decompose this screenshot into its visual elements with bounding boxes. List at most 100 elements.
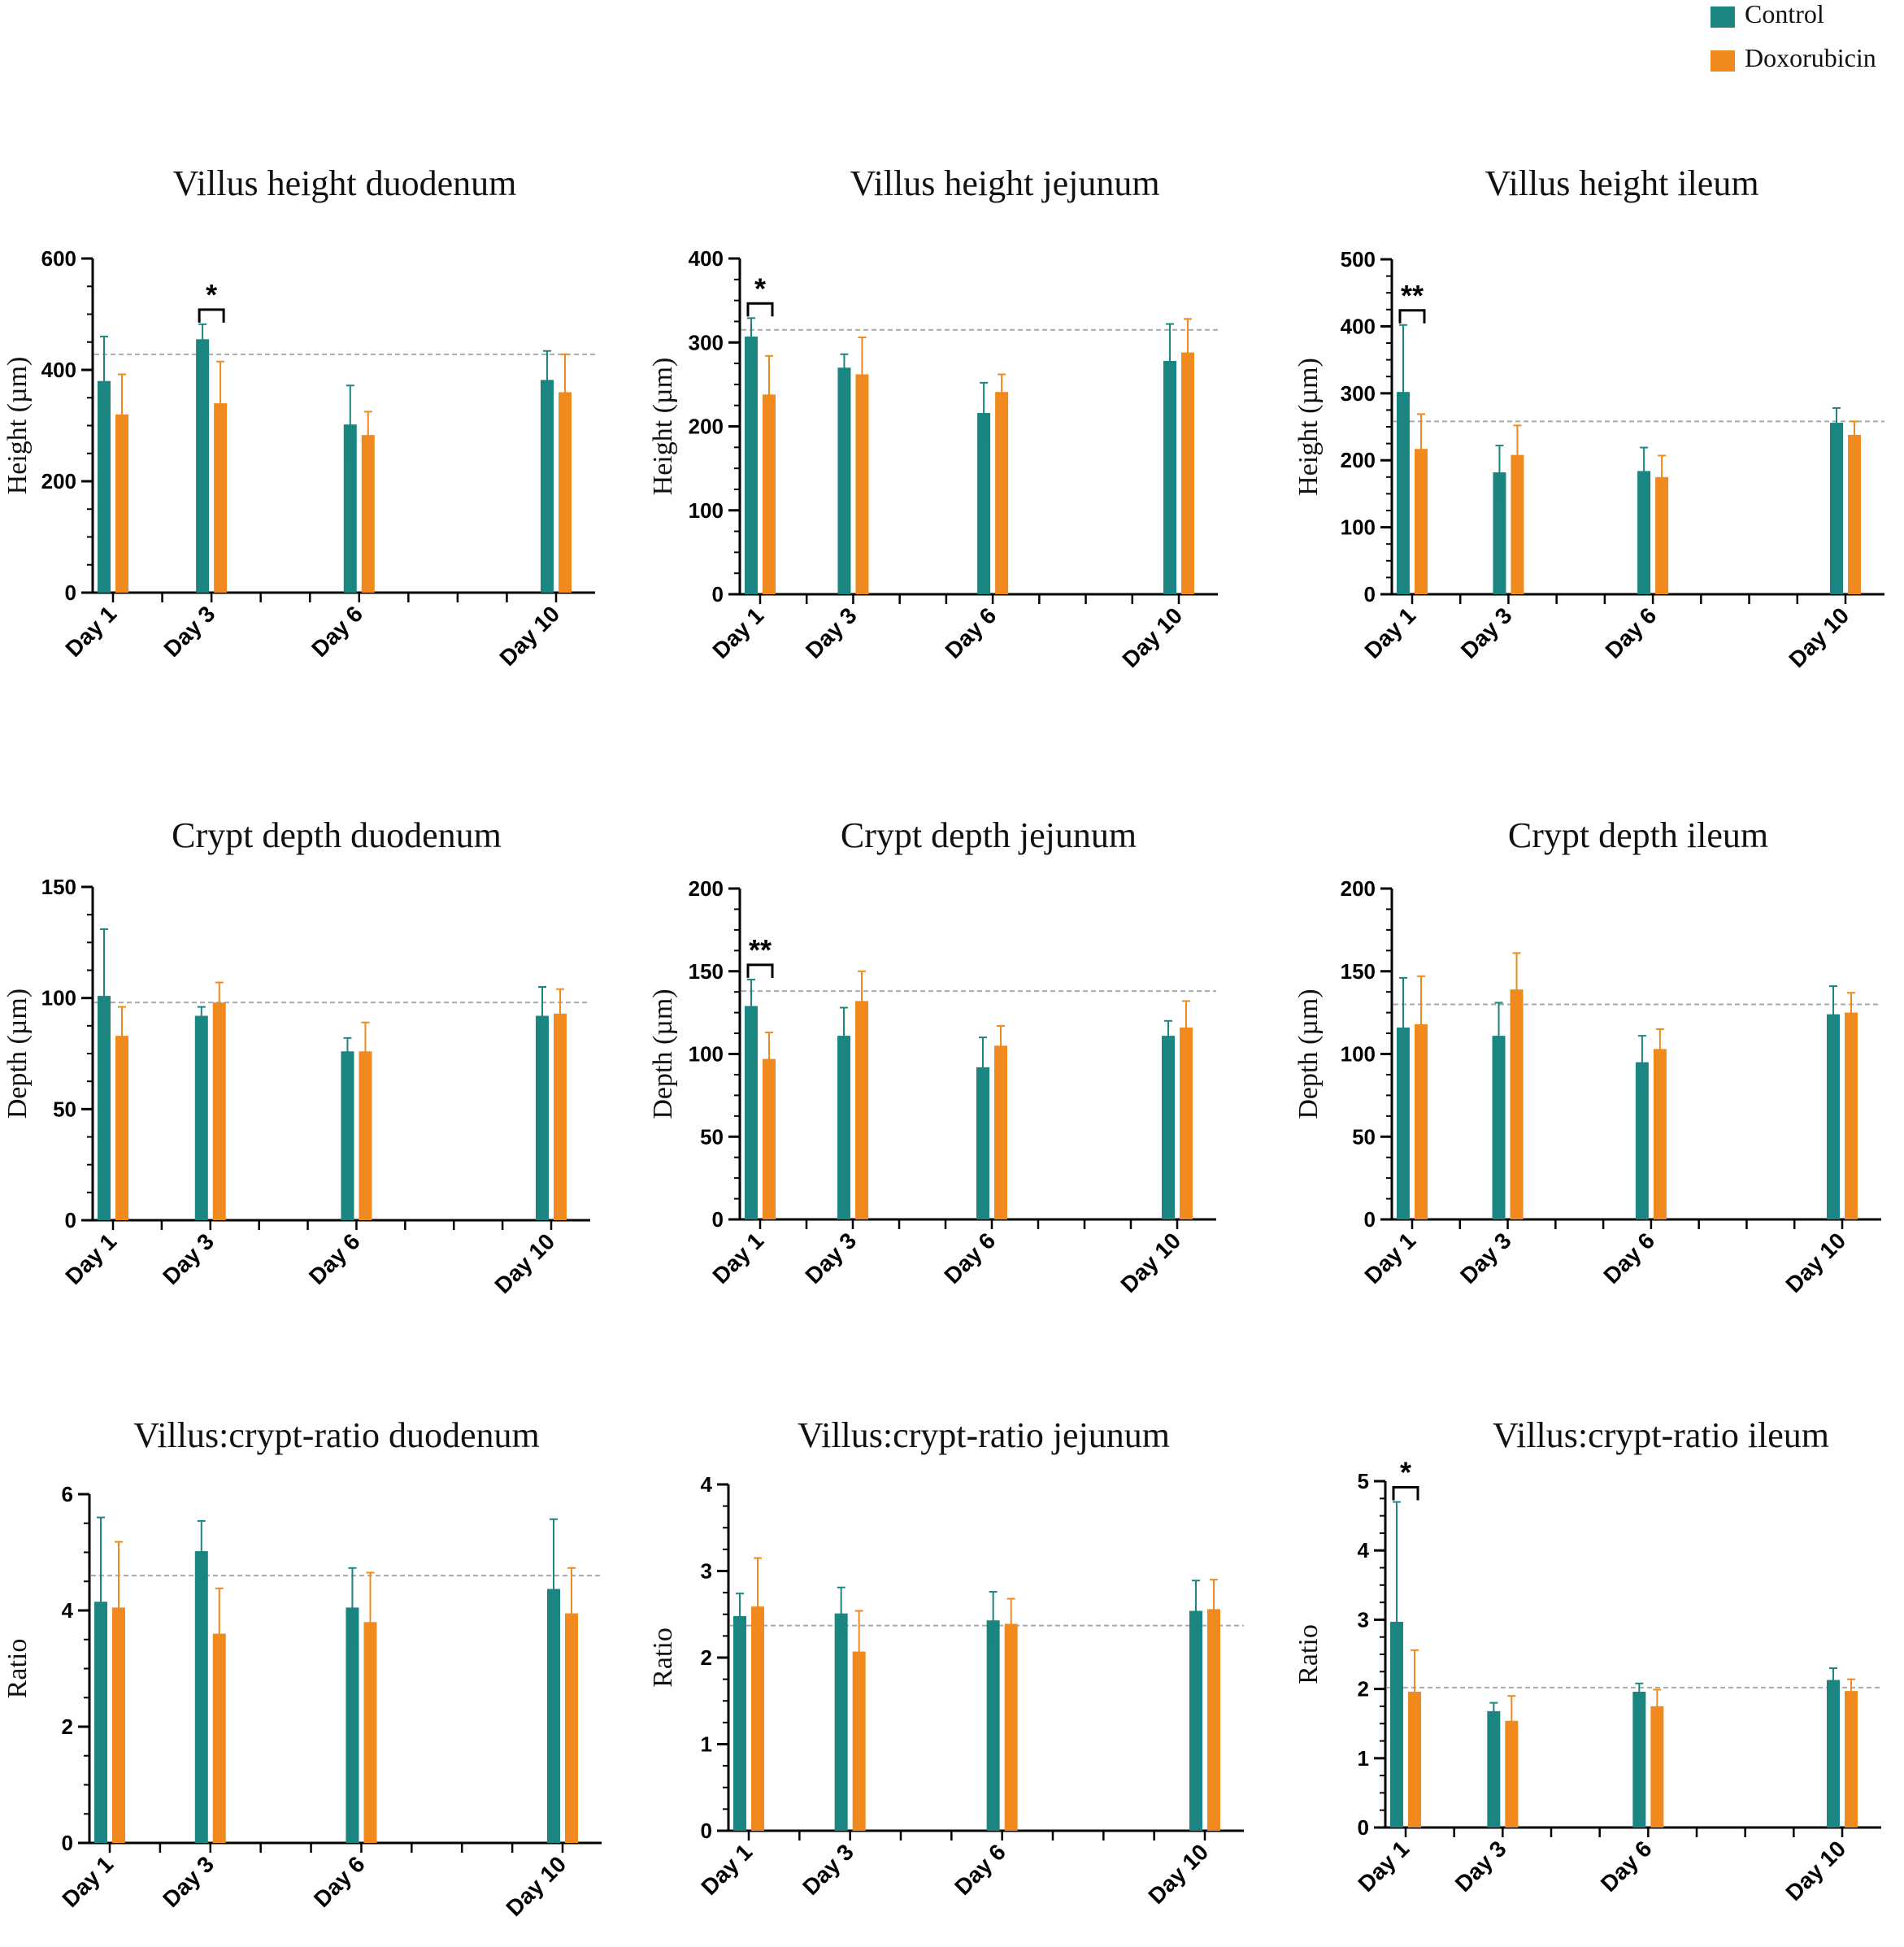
bar-control xyxy=(1492,1036,1506,1219)
y-tick-label: 600 xyxy=(41,246,76,271)
significance-bracket xyxy=(746,963,774,978)
bar-doxorubicin xyxy=(994,1045,1007,1219)
x-tick-label: Day 1 xyxy=(57,1851,118,1912)
bar-control xyxy=(837,1036,850,1219)
y-tick-label: 400 xyxy=(1341,314,1376,338)
y-tick-label: 0 xyxy=(1358,1815,1369,1840)
bar-doxorubicin xyxy=(855,1001,868,1219)
chart-panel-7: Villus:crypt-ratio duodenum Ratio 0 2 4 6 Day … xyxy=(2,1415,602,1921)
bar-doxorubicin xyxy=(363,1622,377,1843)
y-tick-label: 50 xyxy=(1352,1124,1376,1149)
x-tick-label: Day 1 xyxy=(1359,1228,1420,1289)
x-tick-label: Day 3 xyxy=(801,602,862,663)
significance-marker: * xyxy=(206,278,217,311)
bar-control xyxy=(986,1620,1000,1831)
bar-doxorubicin xyxy=(1845,1012,1858,1219)
x-tick-label: Day 3 xyxy=(159,601,220,662)
significance-marker: * xyxy=(1400,1456,1411,1489)
bar-doxorubicin xyxy=(1845,1691,1858,1827)
chart-title: Villus height jejunum xyxy=(850,163,1159,203)
bar-control xyxy=(1635,1062,1649,1219)
bar-doxorubicin xyxy=(1415,449,1428,594)
x-tick-label: Day 1 xyxy=(60,601,121,662)
y-tick-label: 200 xyxy=(1341,448,1376,472)
significance-marker: * xyxy=(754,272,766,305)
y-tick-label: 0 xyxy=(65,1208,76,1232)
bar-doxorubicin xyxy=(1848,434,1861,594)
x-tick-label: Day 10 xyxy=(489,1228,559,1298)
y-axis-label: Height (µm) xyxy=(2,357,33,495)
y-tick-label: 100 xyxy=(1341,515,1376,540)
chart-panel-3: Villus height ileum Height (µm) 0 100 200 300… xyxy=(1293,163,1884,672)
bar-doxorubicin xyxy=(1180,1027,1193,1219)
chart-title: Villus:crypt-ratio ileum xyxy=(1493,1415,1829,1455)
bar-doxorubicin xyxy=(1653,1049,1667,1219)
x-tick-label: Day 10 xyxy=(1115,1228,1185,1297)
y-tick-label: 2 xyxy=(1358,1677,1369,1701)
y-tick-label: 100 xyxy=(689,498,724,523)
chart-panel-4: Crypt depth duodenum Depth (µm) 0 50 100 150 D… xyxy=(2,815,590,1298)
legend-swatch-doxorubicin xyxy=(1711,50,1735,72)
bar-control xyxy=(1162,1036,1175,1219)
x-tick-label: Day 1 xyxy=(707,602,768,663)
bar-control xyxy=(346,1607,359,1843)
bar-control xyxy=(1487,1710,1501,1827)
bar-doxorubicin xyxy=(1181,352,1194,594)
bar-control xyxy=(194,1015,208,1220)
bar-doxorubicin xyxy=(1505,1720,1519,1827)
y-tick-label: 5 xyxy=(1358,1469,1369,1493)
x-tick-label: Day 10 xyxy=(1780,1836,1850,1906)
bar-control xyxy=(1397,392,1410,594)
bar-doxorubicin xyxy=(1650,1706,1664,1827)
y-tick-label: 200 xyxy=(1341,876,1376,901)
y-axis-label: Depth (µm) xyxy=(2,989,33,1119)
bar-doxorubicin xyxy=(1510,989,1524,1219)
bar-doxorubicin xyxy=(751,1606,764,1831)
bar-control xyxy=(536,1015,549,1220)
significance-bracket xyxy=(746,302,774,317)
bar-control xyxy=(196,339,210,593)
significance-bracket xyxy=(198,308,225,323)
chart-title: Villus height ileum xyxy=(1485,163,1758,203)
x-tick-label: Day 1 xyxy=(60,1228,121,1289)
bar-control xyxy=(977,412,991,594)
x-tick-label: Day 3 xyxy=(1450,1836,1511,1897)
bar-control xyxy=(745,1006,758,1219)
y-axis-label: Depth (µm) xyxy=(1293,989,1324,1119)
x-tick-label: Day 6 xyxy=(309,1851,370,1912)
x-tick-label: Day 3 xyxy=(800,1228,861,1289)
y-tick-label: 0 xyxy=(62,1831,73,1855)
bar-control xyxy=(343,424,357,593)
y-tick-label: 0 xyxy=(65,580,76,605)
chart-title: Villus:crypt-ratio jejunum xyxy=(798,1415,1170,1455)
bar-control xyxy=(194,1551,208,1843)
significance-bracket xyxy=(1398,309,1426,324)
bar-doxorubicin xyxy=(1415,1023,1428,1219)
y-tick-label: 0 xyxy=(712,582,724,606)
x-tick-label: Day 3 xyxy=(158,1228,219,1289)
y-tick-label: 150 xyxy=(41,875,76,899)
x-tick-label: Day 10 xyxy=(1784,602,1854,672)
bar-doxorubicin xyxy=(115,1036,128,1220)
bar-doxorubicin xyxy=(1511,454,1524,594)
bar-control xyxy=(94,1601,107,1843)
x-tick-label: Day 6 xyxy=(1598,1228,1659,1289)
bar-doxorubicin xyxy=(995,392,1009,594)
y-tick-label: 300 xyxy=(1341,381,1376,406)
y-tick-label: 200 xyxy=(689,415,724,439)
y-tick-label: 500 xyxy=(1341,247,1376,272)
bar-doxorubicin xyxy=(1408,1692,1421,1827)
chart-panel-6: Crypt depth ileum Depth (µm) 0 50 100 150 200 D… xyxy=(1293,815,1881,1297)
chart-panel-1: Villus height duodenum Height (µm) 0 200 400… xyxy=(2,163,595,671)
y-tick-label: 100 xyxy=(689,1042,724,1067)
y-tick-label: 400 xyxy=(689,246,724,271)
y-axis-label: Ratio xyxy=(2,1639,33,1699)
bar-control xyxy=(745,337,758,594)
bar-control xyxy=(1493,472,1506,594)
bar-control xyxy=(976,1067,989,1219)
bar-control xyxy=(1827,1014,1840,1219)
y-tick-label: 50 xyxy=(53,1097,76,1121)
y-axis-label: Ratio xyxy=(1293,1624,1324,1684)
y-tick-label: 1 xyxy=(1358,1746,1369,1771)
